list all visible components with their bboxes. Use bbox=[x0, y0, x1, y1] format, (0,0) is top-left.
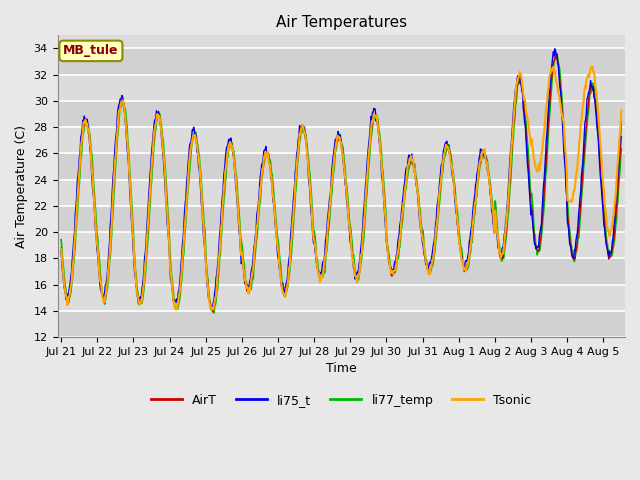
Title: Air Temperatures: Air Temperatures bbox=[276, 15, 407, 30]
Y-axis label: Air Temperature (C): Air Temperature (C) bbox=[15, 125, 28, 248]
Bar bbox=[58, 101, 625, 127]
Legend: AirT, li75_t, li77_temp, Tsonic: AirT, li75_t, li77_temp, Tsonic bbox=[146, 389, 536, 412]
X-axis label: Time: Time bbox=[326, 362, 356, 375]
Bar bbox=[58, 206, 625, 232]
Bar bbox=[58, 154, 625, 180]
Bar bbox=[58, 311, 625, 337]
Bar bbox=[58, 258, 625, 285]
Text: MB_tule: MB_tule bbox=[63, 44, 118, 58]
Bar bbox=[58, 48, 625, 75]
